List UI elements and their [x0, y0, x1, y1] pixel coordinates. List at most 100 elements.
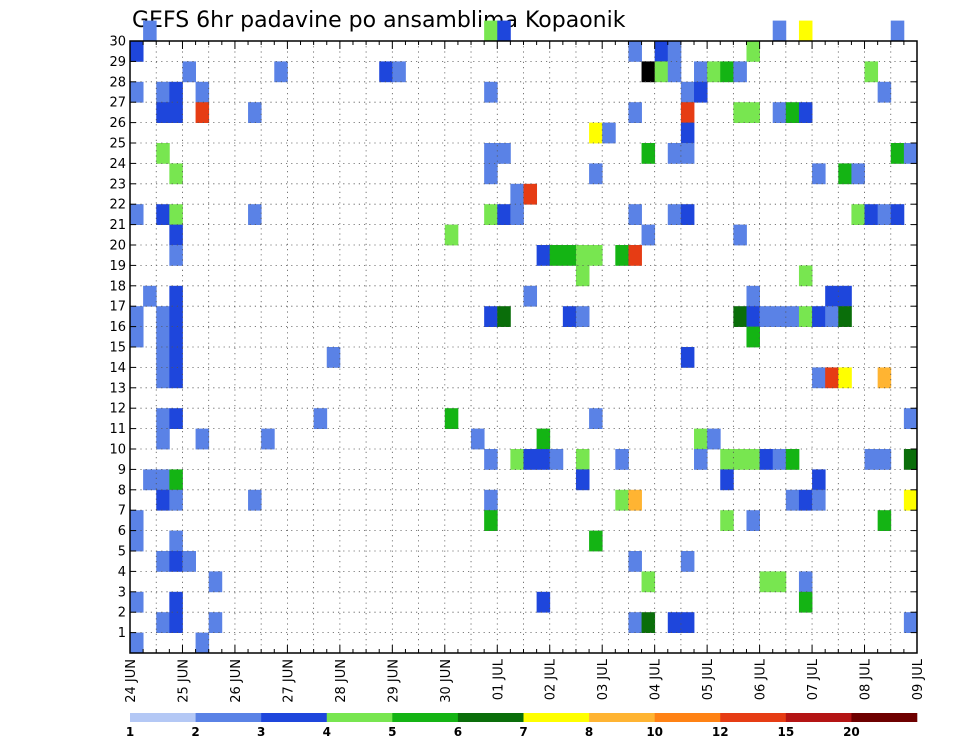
- precip-cell: [130, 204, 144, 225]
- precip-cell: [143, 20, 157, 42]
- colorbar-segment: [457, 713, 524, 722]
- precip-cell: [326, 347, 341, 368]
- y-tick-label: 2: [118, 606, 126, 621]
- precip-cell: [602, 122, 616, 144]
- precip-cell: [484, 81, 498, 103]
- precip-cell: [798, 591, 813, 613]
- precip-cell: [156, 306, 170, 327]
- precip-cell: [785, 102, 800, 123]
- colorbar-segment: [326, 713, 393, 722]
- precip-cell: [471, 428, 485, 450]
- precip-cell: [156, 102, 170, 123]
- x-tick-label: 28 JUN: [334, 659, 349, 703]
- precip-cell: [746, 449, 760, 470]
- precip-cell: [169, 285, 183, 307]
- precip-cell: [195, 428, 210, 450]
- precip-cell: [248, 489, 262, 511]
- precip-cell: [759, 306, 774, 327]
- precip-cell: [733, 224, 747, 246]
- colorbar-label: 5: [388, 725, 396, 739]
- y-tick-label: 18: [109, 279, 126, 294]
- colorbar-label: 7: [519, 725, 527, 739]
- precip-cell: [130, 306, 144, 327]
- y-tick-label: 24: [109, 157, 126, 172]
- x-tick-label: 09 JUL: [911, 658, 926, 700]
- colorbar-segment: [195, 713, 262, 722]
- precip-cell: [838, 367, 852, 389]
- precip-cell: [812, 469, 826, 491]
- precip-cell: [444, 408, 459, 429]
- precip-cell: [589, 245, 603, 266]
- precip-cell: [641, 571, 656, 593]
- y-tick-label: 10: [109, 443, 126, 458]
- precip-cell: [562, 245, 577, 266]
- precip-cell: [208, 571, 223, 593]
- precip-cell: [497, 204, 511, 225]
- y-tick-label: 14: [109, 361, 126, 376]
- precip-cell: [169, 591, 183, 613]
- precip-cell: [890, 20, 905, 42]
- precip-cell: [208, 612, 223, 633]
- precip-cell: [798, 102, 813, 123]
- precip-cell: [182, 551, 196, 572]
- precip-cell: [746, 306, 760, 327]
- precip-cell: [628, 612, 642, 633]
- precip-cell: [156, 204, 170, 225]
- precip-cell: [720, 61, 734, 83]
- y-tick-label: 13: [109, 381, 126, 396]
- y-tick-label: 26: [109, 116, 126, 131]
- y-tick-label: 20: [109, 239, 126, 254]
- precip-cell: [812, 163, 826, 185]
- precip-cell: [484, 306, 498, 327]
- precip-cell: [169, 551, 183, 572]
- y-tick-label: 15: [109, 341, 126, 356]
- precip-cell: [392, 61, 406, 83]
- x-tick-label: 02 JUL: [544, 658, 559, 700]
- precip-cell: [130, 591, 144, 613]
- precip-cell: [536, 449, 551, 470]
- precip-cell: [759, 449, 774, 470]
- precip-cell: [169, 469, 183, 491]
- y-tick-label: 28: [109, 75, 126, 90]
- precip-cell: [549, 449, 564, 470]
- precip-cell: [575, 469, 590, 491]
- precip-cell: [825, 285, 839, 307]
- precip-cell: [628, 551, 642, 572]
- precip-cell: [733, 102, 747, 123]
- precip-cell: [785, 489, 800, 511]
- precip-cell: [575, 449, 590, 470]
- precip-cell: [484, 510, 498, 531]
- precip-cell: [680, 347, 695, 368]
- precip-cell: [654, 61, 669, 83]
- precip-cell: [746, 41, 760, 62]
- precip-cell: [589, 408, 603, 429]
- colorbar-segment: [392, 713, 459, 722]
- precip-cell: [130, 326, 144, 348]
- x-tick-label: 07 JUL: [806, 658, 821, 700]
- precip-cell: [156, 612, 170, 633]
- precip-cell: [195, 81, 210, 103]
- precip-cell: [798, 306, 813, 327]
- precip-cell: [169, 612, 183, 633]
- precip-cell: [707, 61, 721, 83]
- precip-cell: [707, 428, 721, 450]
- precip-cell: [484, 20, 498, 42]
- precip-cell: [523, 449, 538, 470]
- x-tick-label: 25 JUN: [176, 659, 191, 703]
- precip-cell: [313, 408, 328, 429]
- precip-cell: [785, 449, 800, 470]
- precip-cell: [536, 591, 551, 613]
- precip-cell: [877, 510, 892, 531]
- precip-cell: [497, 20, 511, 42]
- colorbar-label: 3: [257, 725, 265, 739]
- y-tick-label: 25: [109, 137, 126, 152]
- precip-cell: [195, 632, 210, 654]
- colorbar-label: 20: [843, 725, 860, 739]
- precip-cell: [628, 102, 642, 123]
- y-tick-label: 16: [109, 320, 126, 335]
- colorbar-label: 8: [585, 725, 593, 739]
- precip-cell: [169, 102, 183, 123]
- grid-lines: [130, 40, 917, 653]
- y-tick-label: 12: [109, 402, 126, 417]
- precip-cell: [746, 285, 760, 307]
